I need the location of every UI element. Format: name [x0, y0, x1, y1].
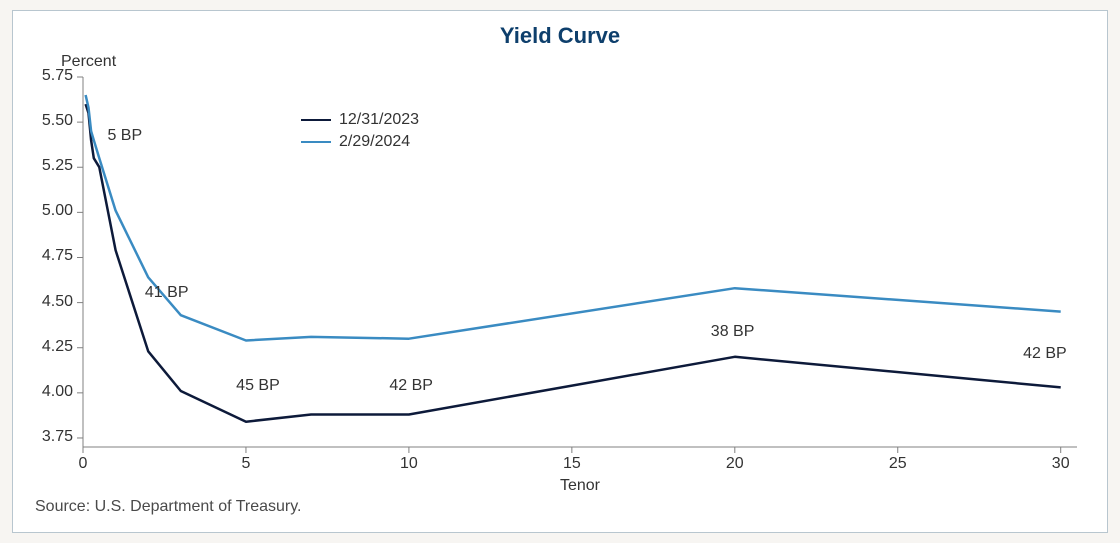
legend-item: 12/31/2023 — [301, 109, 419, 131]
x-tick-label: 20 — [723, 455, 747, 473]
y-tick-label: 4.25 — [42, 338, 73, 356]
bp-label: 42 BP — [389, 377, 433, 395]
y-tick-label: 5.50 — [42, 112, 73, 130]
bp-label: 42 BP — [1023, 345, 1067, 363]
x-tick-label: 30 — [1049, 455, 1073, 473]
y-tick-label: 4.75 — [42, 247, 73, 265]
plot-svg — [13, 11, 1097, 467]
legend-label: 12/31/2023 — [339, 111, 419, 129]
bp-label: 5 BP — [107, 127, 142, 145]
legend-label: 2/29/2024 — [339, 133, 410, 151]
x-tick-label: 5 — [234, 455, 258, 473]
legend-swatch — [301, 119, 331, 121]
bp-label: 38 BP — [711, 323, 755, 341]
y-tick-label: 4.00 — [42, 383, 73, 401]
chart-card: Yield Curve Percent Tenor 3.754.004.254.… — [12, 10, 1108, 533]
y-tick-label: 5.00 — [42, 202, 73, 220]
y-tick-label: 5.75 — [42, 67, 73, 85]
x-tick-label: 25 — [886, 455, 910, 473]
x-tick-label: 10 — [397, 455, 421, 473]
legend-item: 2/29/2024 — [301, 131, 419, 153]
series-line — [86, 104, 1061, 422]
series-line — [86, 95, 1061, 341]
legend-swatch — [301, 141, 331, 143]
bp-label: 45 BP — [236, 377, 280, 395]
x-axis-title: Tenor — [550, 477, 610, 495]
bp-label: 41 BP — [145, 284, 189, 302]
x-tick-label: 15 — [560, 455, 584, 473]
legend: 12/31/2023 2/29/2024 — [301, 109, 419, 153]
y-tick-label: 3.75 — [42, 428, 73, 446]
y-tick-label: 4.50 — [42, 293, 73, 311]
y-tick-label: 5.25 — [42, 157, 73, 175]
source-text: Source: U.S. Department of Treasury. — [35, 498, 301, 516]
x-tick-label: 0 — [71, 455, 95, 473]
